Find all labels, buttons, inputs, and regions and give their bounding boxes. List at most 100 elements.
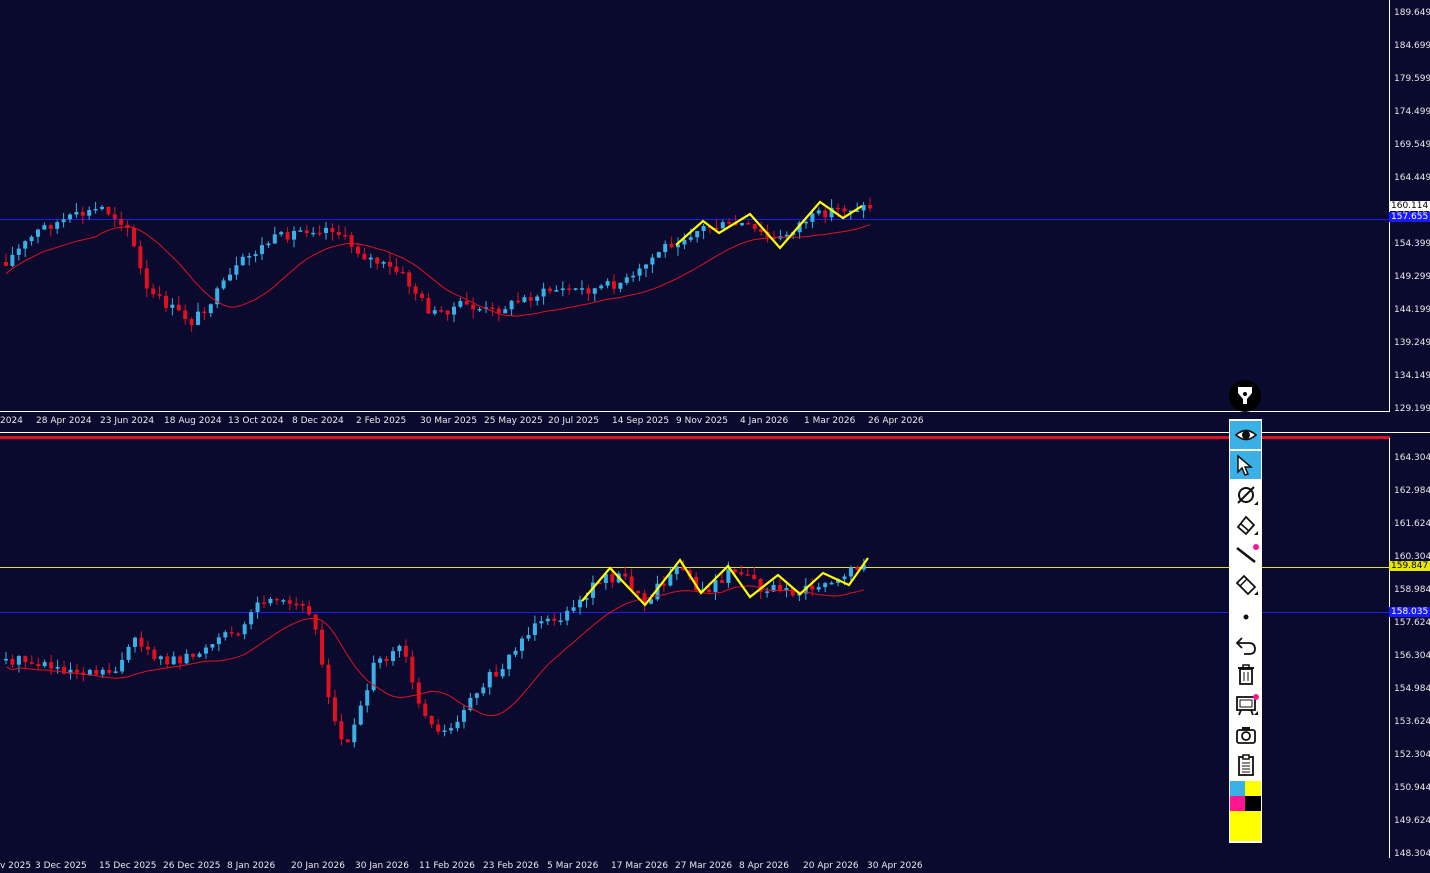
candle bbox=[10, 654, 15, 668]
candle bbox=[532, 615, 537, 641]
candle bbox=[558, 612, 563, 626]
candle bbox=[107, 662, 112, 675]
date-label: 3 Dec 2025 bbox=[35, 861, 87, 871]
candle bbox=[48, 223, 53, 237]
candle bbox=[170, 297, 175, 316]
bottom-current-price-tag: 159.847 bbox=[1389, 561, 1430, 571]
date-label: 1 Mar 2026 bbox=[804, 416, 856, 426]
date-label: 30 Mar 2025 bbox=[420, 416, 478, 426]
date-label: 23 Jun 2024 bbox=[100, 416, 155, 426]
candle bbox=[365, 683, 370, 713]
candle bbox=[49, 654, 54, 676]
candle bbox=[535, 294, 540, 306]
candle bbox=[464, 292, 469, 306]
screenshot-button[interactable] bbox=[1230, 721, 1261, 749]
candle bbox=[720, 219, 725, 229]
candle bbox=[144, 260, 149, 298]
candle bbox=[458, 297, 463, 309]
candle bbox=[196, 302, 200, 326]
candle bbox=[42, 659, 47, 668]
candle bbox=[61, 212, 66, 228]
candle bbox=[285, 227, 290, 244]
candle bbox=[208, 303, 213, 318]
candle bbox=[439, 306, 444, 313]
candle bbox=[210, 643, 215, 651]
candle bbox=[384, 655, 389, 667]
candle bbox=[358, 700, 363, 726]
candle bbox=[274, 597, 279, 605]
eye-button[interactable] bbox=[1230, 421, 1261, 449]
palette-cyan-swatch[interactable] bbox=[1230, 781, 1245, 796]
template-button[interactable] bbox=[1230, 691, 1261, 719]
candle bbox=[868, 197, 872, 212]
candle bbox=[356, 242, 360, 258]
candle bbox=[541, 282, 546, 305]
candle bbox=[68, 662, 73, 680]
cursor-button[interactable] bbox=[1230, 451, 1261, 479]
candle bbox=[74, 663, 79, 679]
candle bbox=[300, 600, 305, 612]
price-label: 169.549 bbox=[1394, 140, 1430, 150]
eraser-button[interactable] bbox=[1230, 511, 1261, 539]
candle bbox=[426, 293, 431, 314]
candle bbox=[719, 572, 724, 583]
candle bbox=[260, 237, 264, 261]
candle bbox=[16, 244, 21, 261]
line-tool-button[interactable] bbox=[1230, 541, 1261, 569]
dot-button[interactable] bbox=[1230, 601, 1261, 629]
price-label: 154.399 bbox=[1394, 239, 1430, 249]
candle bbox=[461, 704, 466, 729]
candle bbox=[565, 606, 570, 626]
palette-black-swatch[interactable] bbox=[1245, 796, 1261, 811]
candle bbox=[158, 655, 163, 666]
candle bbox=[752, 566, 757, 581]
bottom-chart-plot bbox=[0, 557, 1390, 748]
highlighter-button[interactable] bbox=[1230, 571, 1261, 599]
candle bbox=[603, 573, 608, 590]
candle bbox=[229, 626, 234, 638]
pen-tool-button[interactable] bbox=[1229, 380, 1261, 412]
candle bbox=[171, 651, 176, 666]
zigzag-drawing[interactable] bbox=[675, 200, 863, 250]
candle bbox=[388, 253, 392, 275]
candle bbox=[778, 229, 783, 241]
palette-yellow-swatch[interactable] bbox=[1245, 781, 1261, 796]
candle bbox=[407, 270, 412, 295]
palette-magenta-swatch[interactable] bbox=[1230, 796, 1245, 811]
candle bbox=[139, 631, 144, 652]
candle bbox=[644, 264, 648, 278]
clipboard-button[interactable] bbox=[1230, 751, 1261, 779]
candle bbox=[266, 241, 271, 248]
candle bbox=[184, 649, 189, 665]
selected-color-swatch[interactable] bbox=[1230, 811, 1261, 841]
candle bbox=[578, 595, 583, 615]
trash-button[interactable] bbox=[1230, 661, 1261, 689]
candle bbox=[732, 568, 737, 574]
candle bbox=[36, 657, 41, 670]
price-label: 160.304 bbox=[1394, 552, 1430, 562]
undo-button[interactable] bbox=[1230, 631, 1261, 659]
candle bbox=[410, 650, 415, 690]
date-label: 23 Feb 2026 bbox=[483, 861, 540, 871]
date-label: 4 Jan 2026 bbox=[740, 416, 789, 426]
candle bbox=[804, 220, 808, 229]
candle bbox=[221, 277, 226, 291]
candle bbox=[247, 252, 252, 266]
no-draw-button[interactable] bbox=[1230, 481, 1261, 509]
zigzag-drawing[interactable] bbox=[581, 557, 869, 607]
candle bbox=[371, 655, 376, 693]
candle bbox=[522, 294, 527, 303]
date-label: 26 Dec 2025 bbox=[163, 861, 221, 871]
candle bbox=[202, 307, 207, 321]
candle bbox=[739, 564, 744, 576]
candle bbox=[268, 597, 273, 607]
template-icon bbox=[1235, 696, 1258, 716]
trash-icon bbox=[1237, 664, 1254, 685]
price-label: 162.984 bbox=[1394, 486, 1430, 496]
candle bbox=[842, 205, 847, 218]
candle bbox=[656, 251, 661, 258]
candle bbox=[829, 581, 834, 585]
candle bbox=[590, 575, 595, 605]
candle bbox=[429, 715, 434, 728]
